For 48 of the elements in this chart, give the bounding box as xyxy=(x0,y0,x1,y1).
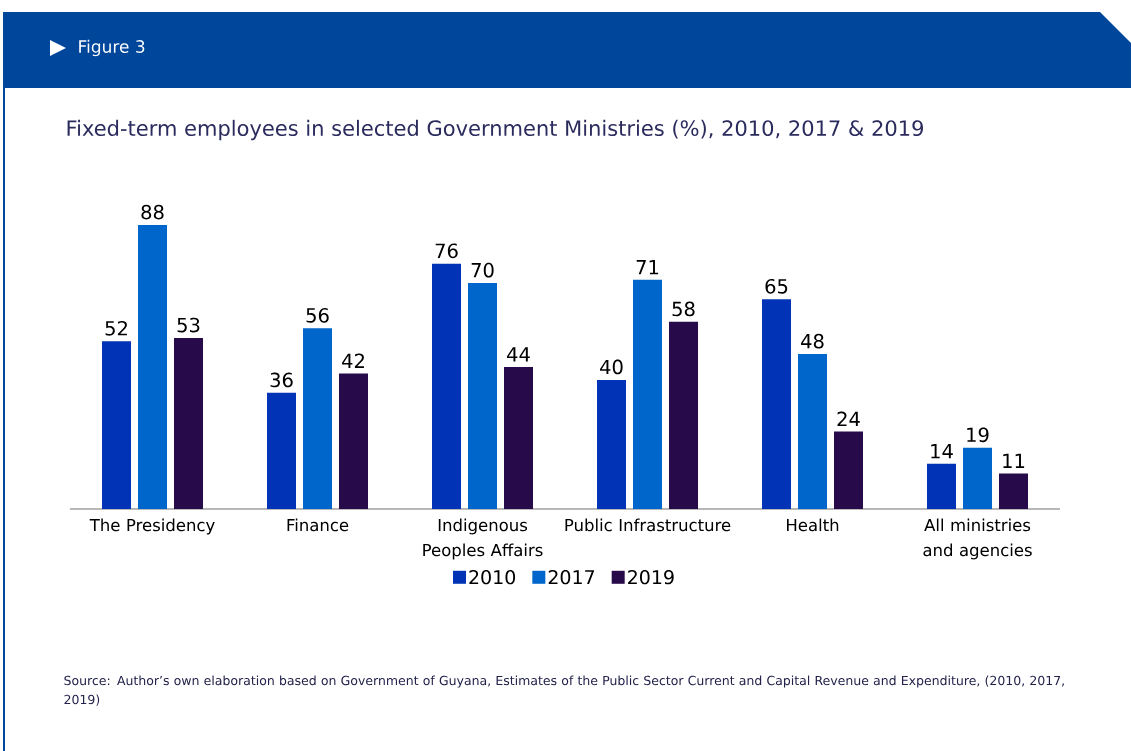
data-label: 44 xyxy=(507,347,530,362)
data-label: 88 xyxy=(141,204,164,220)
x-tick-label: Health xyxy=(787,518,839,532)
bar xyxy=(432,263,462,509)
data-label: 56 xyxy=(306,307,329,323)
bar xyxy=(927,463,957,509)
data-label: 24 xyxy=(837,411,860,426)
source-note: Source: Author’s own elaboration based on Government of Guyana, Estimates of the Public Sector Current and Capital Revenue and Expenditure, (2010, 2017, 2019) xyxy=(64,675,1064,706)
bar xyxy=(999,473,1028,509)
bar xyxy=(963,447,993,509)
data-label: 42 xyxy=(342,353,364,368)
data-label: 52 xyxy=(105,320,127,336)
bar xyxy=(798,354,828,509)
bar xyxy=(633,279,663,509)
bar xyxy=(504,366,534,509)
bar xyxy=(834,431,864,509)
bar xyxy=(597,379,627,509)
legend-label: 2019 xyxy=(628,569,674,585)
caption: Figure 3 xyxy=(79,39,145,57)
bar xyxy=(138,224,168,509)
bar xyxy=(468,283,498,509)
x-tick-label: All ministries and agencies xyxy=(923,518,1032,560)
x-tick-label: Finance xyxy=(287,518,349,532)
data-label: 19 xyxy=(967,427,989,443)
bar xyxy=(174,337,204,509)
data-label: 65 xyxy=(765,278,788,294)
x-tick-label: Public Infrastructure xyxy=(565,518,731,532)
data-label: 70 xyxy=(471,262,494,278)
data-label: 71 xyxy=(636,260,659,275)
x-tick-label: The Presidency xyxy=(89,518,215,535)
chart-title: Fixed-term employees in selected Government Ministries (%), 2010, 2017 & 2019 xyxy=(67,119,923,141)
bar xyxy=(267,392,297,509)
bar xyxy=(339,373,369,509)
data-label: 40 xyxy=(600,359,623,375)
data-label: 48 xyxy=(801,333,824,349)
bar xyxy=(102,341,132,509)
data-label: 11 xyxy=(1003,453,1025,468)
legend-label: 2010 xyxy=(469,569,516,585)
legend-label: 2017 xyxy=(548,569,595,585)
data-label: 58 xyxy=(672,301,695,317)
x-tick-label: Indigenous Peoples Affairs xyxy=(423,518,543,560)
bar xyxy=(303,328,333,509)
data-label: 76 xyxy=(435,243,458,259)
data-label: 36 xyxy=(270,372,293,388)
data-label: 53 xyxy=(177,317,200,333)
bar xyxy=(669,321,699,509)
data-label: 14 xyxy=(931,444,953,459)
bar xyxy=(762,299,791,509)
